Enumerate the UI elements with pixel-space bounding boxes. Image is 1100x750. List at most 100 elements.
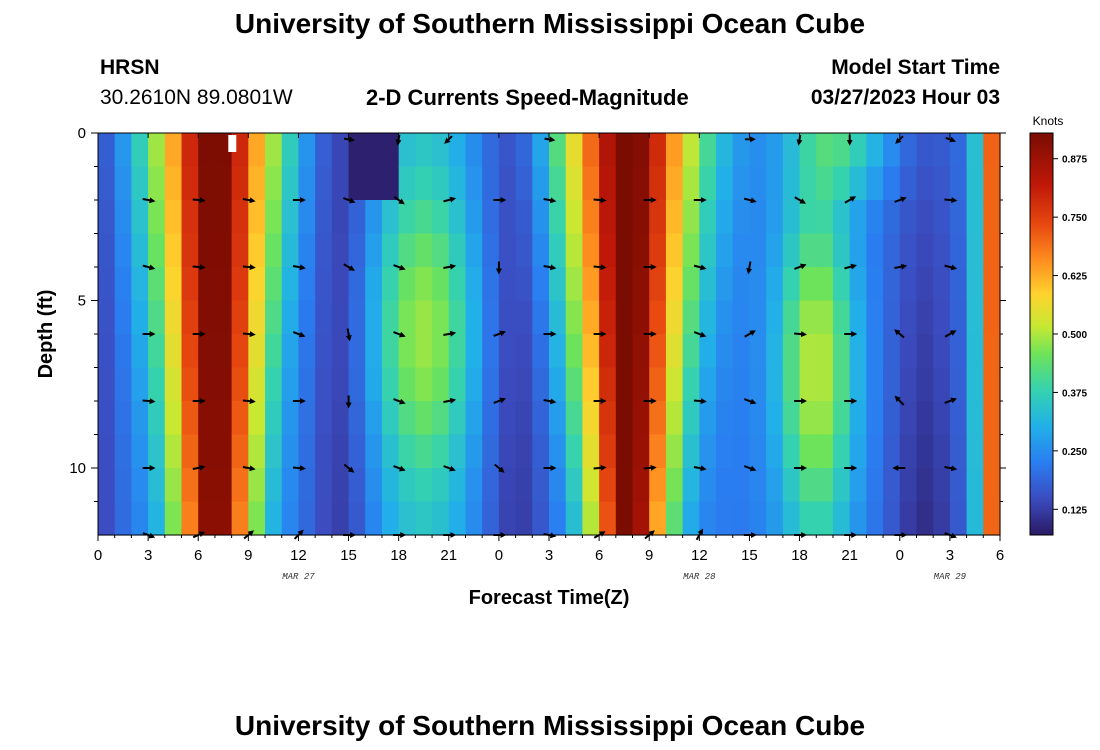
heat-cell — [916, 434, 934, 469]
heat-cell — [181, 200, 199, 235]
heat-cell — [448, 133, 467, 168]
current-arrow — [894, 263, 908, 270]
heat-cell — [98, 401, 116, 436]
heat-cell — [432, 468, 450, 503]
heat-cell — [114, 501, 132, 536]
heat-cell — [181, 468, 199, 503]
heat-cell — [365, 133, 383, 168]
heat-cell — [966, 334, 984, 369]
heat-cell — [365, 434, 383, 469]
heatmap-cells — [98, 133, 1001, 536]
heat-cell — [866, 434, 884, 469]
heat-cell — [649, 200, 667, 235]
heat-cell — [899, 300, 918, 335]
heat-cell — [883, 200, 901, 235]
heat-cell — [832, 334, 851, 369]
heat-cell — [131, 434, 149, 469]
heat-cell — [498, 401, 517, 436]
heat-cell — [632, 434, 650, 469]
heat-cell — [164, 501, 183, 536]
heat-cell — [766, 334, 784, 369]
heat-cell — [549, 468, 567, 503]
heat-cell — [816, 133, 834, 168]
heat-cell — [582, 300, 600, 335]
heat-cell — [331, 267, 350, 302]
heat-cell — [632, 267, 650, 302]
heat-cell — [699, 468, 717, 503]
heat-cell — [465, 133, 483, 168]
heat-cell — [749, 233, 767, 268]
heat-cell — [482, 200, 500, 235]
heat-cell — [782, 401, 801, 436]
heat-cell — [782, 300, 801, 335]
heat-cell — [214, 300, 233, 335]
heat-cell — [448, 334, 467, 369]
heat-cell — [816, 200, 834, 235]
heat-cell — [181, 401, 199, 436]
heat-cell — [665, 501, 684, 536]
heat-cell — [883, 166, 901, 201]
y-tick-label: 0 — [78, 125, 86, 142]
heat-cell — [515, 166, 533, 201]
heat-cell — [832, 267, 851, 302]
current-arrow — [292, 465, 306, 472]
heat-cell — [181, 133, 199, 168]
heat-cell — [114, 166, 132, 201]
current-arrow — [544, 136, 556, 143]
heat-cell — [415, 233, 433, 268]
heat-cell — [716, 434, 734, 469]
heat-cell — [549, 334, 567, 369]
heat-cell — [565, 501, 583, 536]
heat-cell — [448, 200, 467, 235]
heat-cell — [632, 334, 650, 369]
heat-cell — [732, 300, 751, 335]
heat-cell — [532, 166, 550, 201]
heat-cell — [164, 133, 183, 168]
heat-cell — [281, 401, 300, 436]
heat-cell — [131, 233, 149, 268]
heat-cell — [549, 267, 567, 302]
heat-cell — [615, 434, 634, 469]
heat-cell — [265, 434, 283, 469]
heat-cell — [148, 267, 166, 302]
x-tick-label: 15 — [340, 547, 357, 564]
heat-cell — [532, 233, 550, 268]
heat-cell — [632, 233, 650, 268]
heat-cell — [949, 501, 968, 536]
heat-cell — [766, 367, 784, 402]
heat-cell — [716, 367, 734, 402]
current-arrow — [944, 397, 957, 404]
heat-cell — [298, 233, 316, 268]
heat-cell — [983, 401, 1001, 436]
heat-cell — [849, 267, 867, 302]
heat-cell — [682, 367, 700, 402]
heat-cell — [565, 334, 583, 369]
heat-cell — [214, 200, 233, 235]
heat-cell — [599, 468, 617, 503]
heat-cell — [933, 133, 951, 168]
heat-cell — [665, 267, 684, 302]
heat-cell — [231, 200, 249, 235]
heat-cell — [365, 468, 383, 503]
heat-cell — [281, 300, 300, 335]
heat-cell — [582, 166, 600, 201]
heat-cell — [966, 133, 984, 168]
heat-cell — [766, 233, 784, 268]
heat-cell — [465, 267, 483, 302]
heat-cell — [716, 300, 734, 335]
x-tick-label: 21 — [440, 547, 457, 564]
heat-cell — [582, 434, 600, 469]
heat-cell — [248, 334, 266, 369]
heat-cell — [949, 401, 968, 436]
heat-cell — [231, 300, 249, 335]
heat-cell — [799, 367, 817, 402]
heat-cell — [281, 367, 300, 402]
heat-cell — [816, 267, 834, 302]
heat-cell — [916, 401, 934, 436]
heat-cell — [849, 200, 867, 235]
footer-title: University of Southern Mississippi Ocean… — [234, 710, 866, 741]
heat-cell — [214, 267, 233, 302]
heat-cell — [164, 367, 183, 402]
heat-cell — [365, 367, 383, 402]
heat-cell — [432, 501, 450, 536]
